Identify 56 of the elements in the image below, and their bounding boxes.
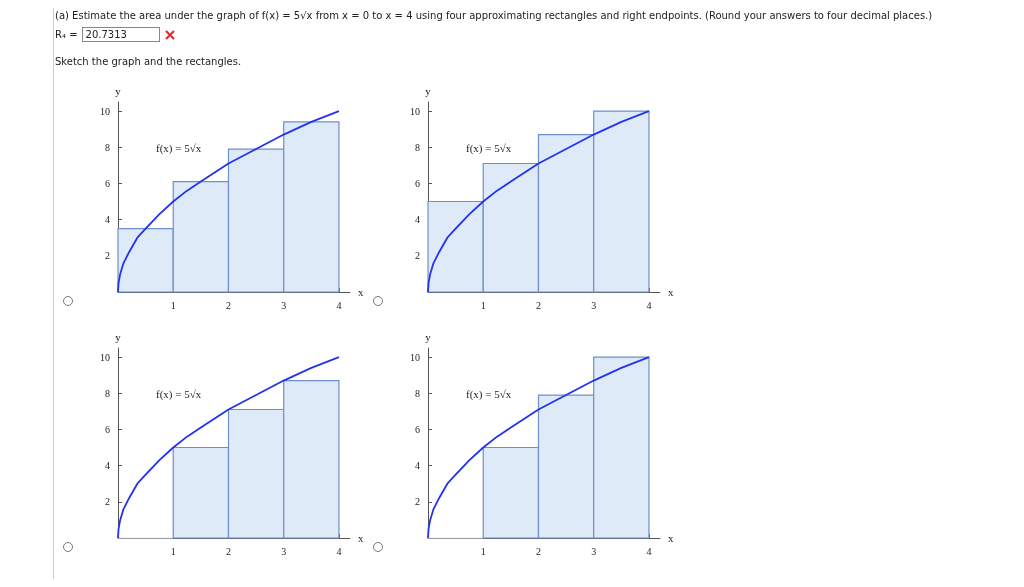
annotation: f(x) = 5√x: [156, 387, 202, 401]
y-tick-label: 2: [415, 250, 420, 262]
x-tick-label: 1: [170, 545, 176, 557]
x-axis-title: x: [358, 532, 364, 544]
y-tick-label: 8: [105, 387, 110, 399]
y-axis-title: y: [115, 84, 122, 97]
y-tick-label: 10: [100, 351, 110, 363]
y-tick-label: 2: [105, 496, 110, 508]
x-tick-label: 2: [535, 545, 541, 557]
line-series: [427, 110, 650, 293]
text: (a) Estimate the area under the graph of f(x) = 5√x from x = 0 to x = 4 using four approximating rectangles and right endpoints. (Round your answers to four decimal places.): [55, 10, 934, 21]
y-tick-label: 8: [105, 141, 110, 153]
y-tick-label: 10: [410, 351, 420, 363]
text: 20.7313: [81, 27, 160, 42]
x-tick-label: 1: [480, 545, 486, 557]
x-tick-label: 4: [646, 545, 652, 557]
x-tick-label: 3: [591, 545, 597, 557]
line-series: [117, 356, 340, 539]
x-tick-label: 2: [535, 299, 541, 311]
y-tick-label: 6: [415, 177, 420, 189]
annotation: f(x) = 5√x: [466, 141, 512, 155]
y-axis-title: y: [115, 330, 122, 343]
y-tick-label: 6: [415, 423, 420, 435]
y-tick-label: 8: [415, 387, 420, 399]
y-tick-label: 2: [415, 496, 420, 508]
text: R₄ =: [55, 29, 78, 40]
y-tick-label: 6: [105, 177, 110, 189]
x-tick-label: 2: [225, 545, 231, 557]
x-tick-label: 3: [591, 299, 597, 311]
y-tick-label: 4: [105, 214, 110, 226]
y-tick-label: 4: [105, 460, 110, 472]
x-tick-label: 4: [336, 545, 342, 557]
line-series: [117, 110, 340, 293]
y-tick-label: 4: [415, 214, 420, 226]
line-series: [427, 356, 650, 539]
x-tick-label: 4: [646, 299, 652, 311]
x-axis-title: x: [668, 286, 674, 298]
x-tick-label: 3: [281, 545, 287, 557]
annotation: f(x) = 5√x: [156, 141, 202, 155]
x-tick-label: 4: [336, 299, 342, 311]
x-axis-title: x: [358, 286, 364, 298]
annotation: f(x) = 5√x: [466, 387, 512, 401]
y-tick-label: 2: [105, 250, 110, 262]
y-axis-title: y: [425, 330, 432, 343]
x-tick-label: 2: [225, 299, 231, 311]
x-tick-label: 1: [170, 299, 176, 311]
y-tick-label: 4: [415, 460, 420, 472]
y-tick-label: 10: [100, 105, 110, 117]
y-tick-label: 6: [105, 423, 110, 435]
x-tick-label: 3: [281, 299, 287, 311]
y-axis-title: y: [425, 84, 432, 97]
x-tick-label: 1: [480, 299, 486, 311]
y-tick-label: 8: [415, 141, 420, 153]
text: Sketch the graph and the rectangles.: [55, 56, 243, 67]
y-tick-label: 10: [410, 105, 420, 117]
x-axis-title: x: [668, 532, 674, 544]
